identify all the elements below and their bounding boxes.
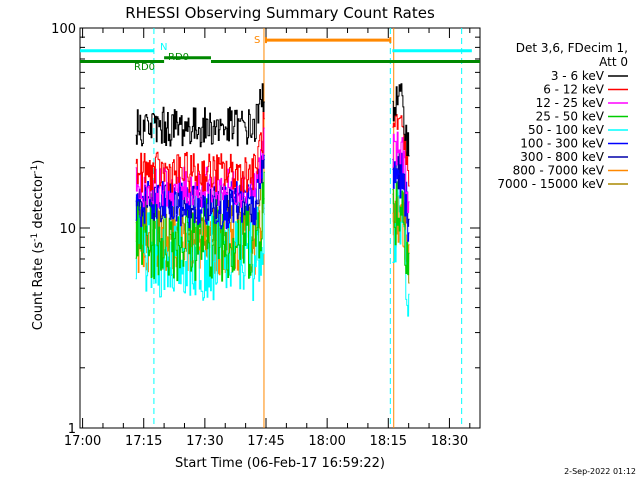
legend-entry-label: 6 - 12 keV [543, 83, 605, 97]
flag-label: S [254, 35, 260, 46]
chart-title: RHESSI Observing Summary Count Rates [125, 4, 435, 22]
series-trace [392, 152, 410, 242]
x-tick-label: 18:15 [370, 434, 407, 449]
series-trace [392, 83, 410, 157]
y-tick-label: 1 [68, 422, 76, 437]
x-tick-label: 17:45 [247, 434, 284, 449]
series-trace [135, 110, 265, 193]
x-tick-label: 17:00 [64, 434, 101, 449]
legend-entry-label: 12 - 25 keV [536, 96, 605, 110]
legend-entry-label: 300 - 800 keV [520, 150, 604, 164]
series-trace [392, 181, 410, 276]
legend-entry-label: 3 - 6 keV [551, 69, 605, 83]
legend-entry-label: 7000 - 15000 keV [497, 177, 604, 191]
plot-area: 1 10 100 17:00 17:15 17:30 17:45 18:00 18:15 18:3… [51, 22, 481, 449]
x-tick-label: 17:15 [125, 434, 162, 449]
x-tick-label: 18:30 [431, 434, 468, 449]
y-axis-label: Count Rate (s-1 detector-1) [30, 160, 46, 331]
x-axis-label: Start Time (06-Feb-17 16:59:22) [175, 456, 385, 471]
y-tick-label: 10 [59, 222, 76, 237]
x-tick-label: 18:00 [308, 434, 345, 449]
legend-entry-label: 800 - 7000 keV [513, 164, 605, 178]
series-trace [392, 114, 410, 187]
flag-label: N [160, 42, 167, 53]
series-trace [135, 198, 265, 301]
series-trace [392, 189, 410, 317]
y-tick-label: 100 [51, 22, 76, 37]
legend-entry-label: 25 - 50 keV [536, 110, 605, 124]
series-trace [392, 131, 410, 214]
generation-timestamp: 2-Sep-2022 01:12 [564, 467, 636, 476]
legend-entry-label: 50 - 100 keV [528, 123, 605, 137]
legend-entry-label: 100 - 300 keV [520, 137, 604, 151]
flag-label: RD0 [134, 62, 155, 73]
x-tick-label: 17:30 [186, 434, 223, 449]
legend-header: Att 0 [599, 55, 628, 69]
legend-header: Det 3,6, FDecim 1, [516, 41, 628, 55]
series-trace [135, 83, 265, 148]
flag-label: RD0 [168, 52, 189, 63]
